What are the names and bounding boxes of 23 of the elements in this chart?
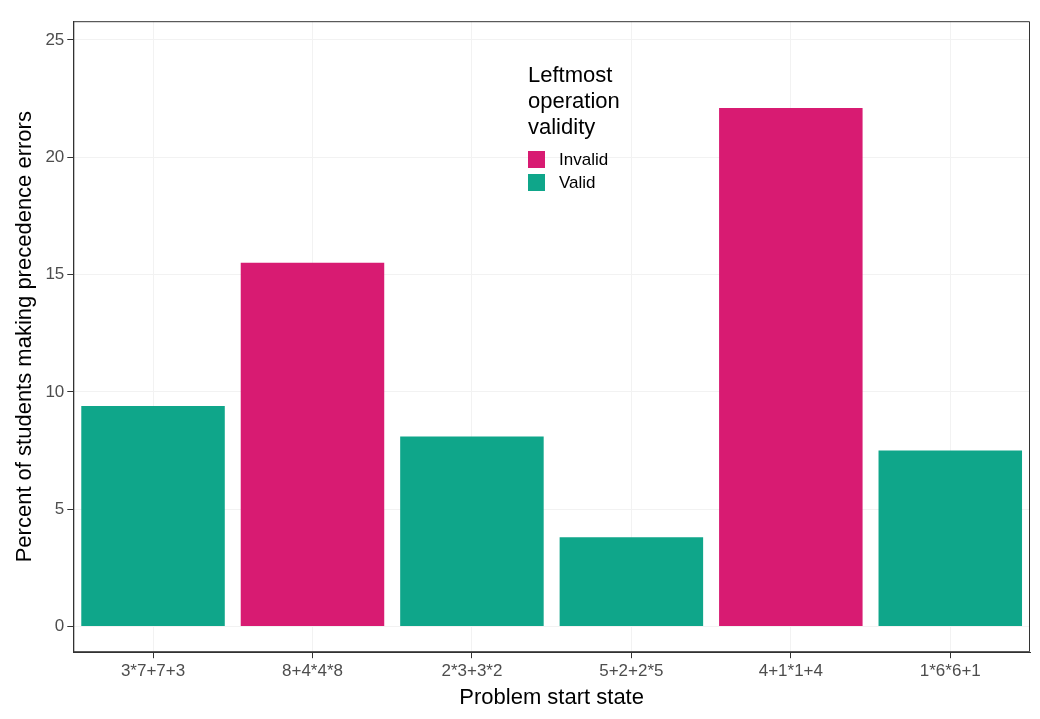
y-tick-label: 15 (45, 264, 65, 284)
bar (559, 537, 704, 626)
y-tick-label: 25 (45, 29, 65, 49)
x-tick-label: 4+1*1+4 (758, 661, 823, 681)
legend-title: Leftmost operation validity (528, 62, 621, 140)
x-tick-label: 5+2+2*5 (599, 661, 664, 681)
x-tick-label: 8+4*4*8 (281, 661, 343, 681)
x-tick-label: 2*3+3*2 (441, 661, 503, 681)
bar (400, 436, 544, 626)
y-tick-label: 20 (45, 146, 65, 166)
x-tick-label: 1*6*6+1 (919, 661, 981, 681)
legend-label: Valid (559, 172, 596, 193)
y-tick-label: 0 (54, 616, 65, 636)
y-axis-title: Percent of students making precedence errors (11, 111, 37, 563)
bar (81, 405, 225, 626)
x-axis-title: Problem start state (459, 683, 644, 709)
bar (719, 107, 863, 626)
y-tick-label: 5 (54, 498, 65, 518)
x-tick-label: 3*7+7+3 (120, 661, 186, 681)
bar (878, 450, 1023, 626)
legend-label: Invalid (559, 149, 609, 170)
y-tick-label: 10 (45, 381, 65, 401)
bar (240, 262, 385, 626)
